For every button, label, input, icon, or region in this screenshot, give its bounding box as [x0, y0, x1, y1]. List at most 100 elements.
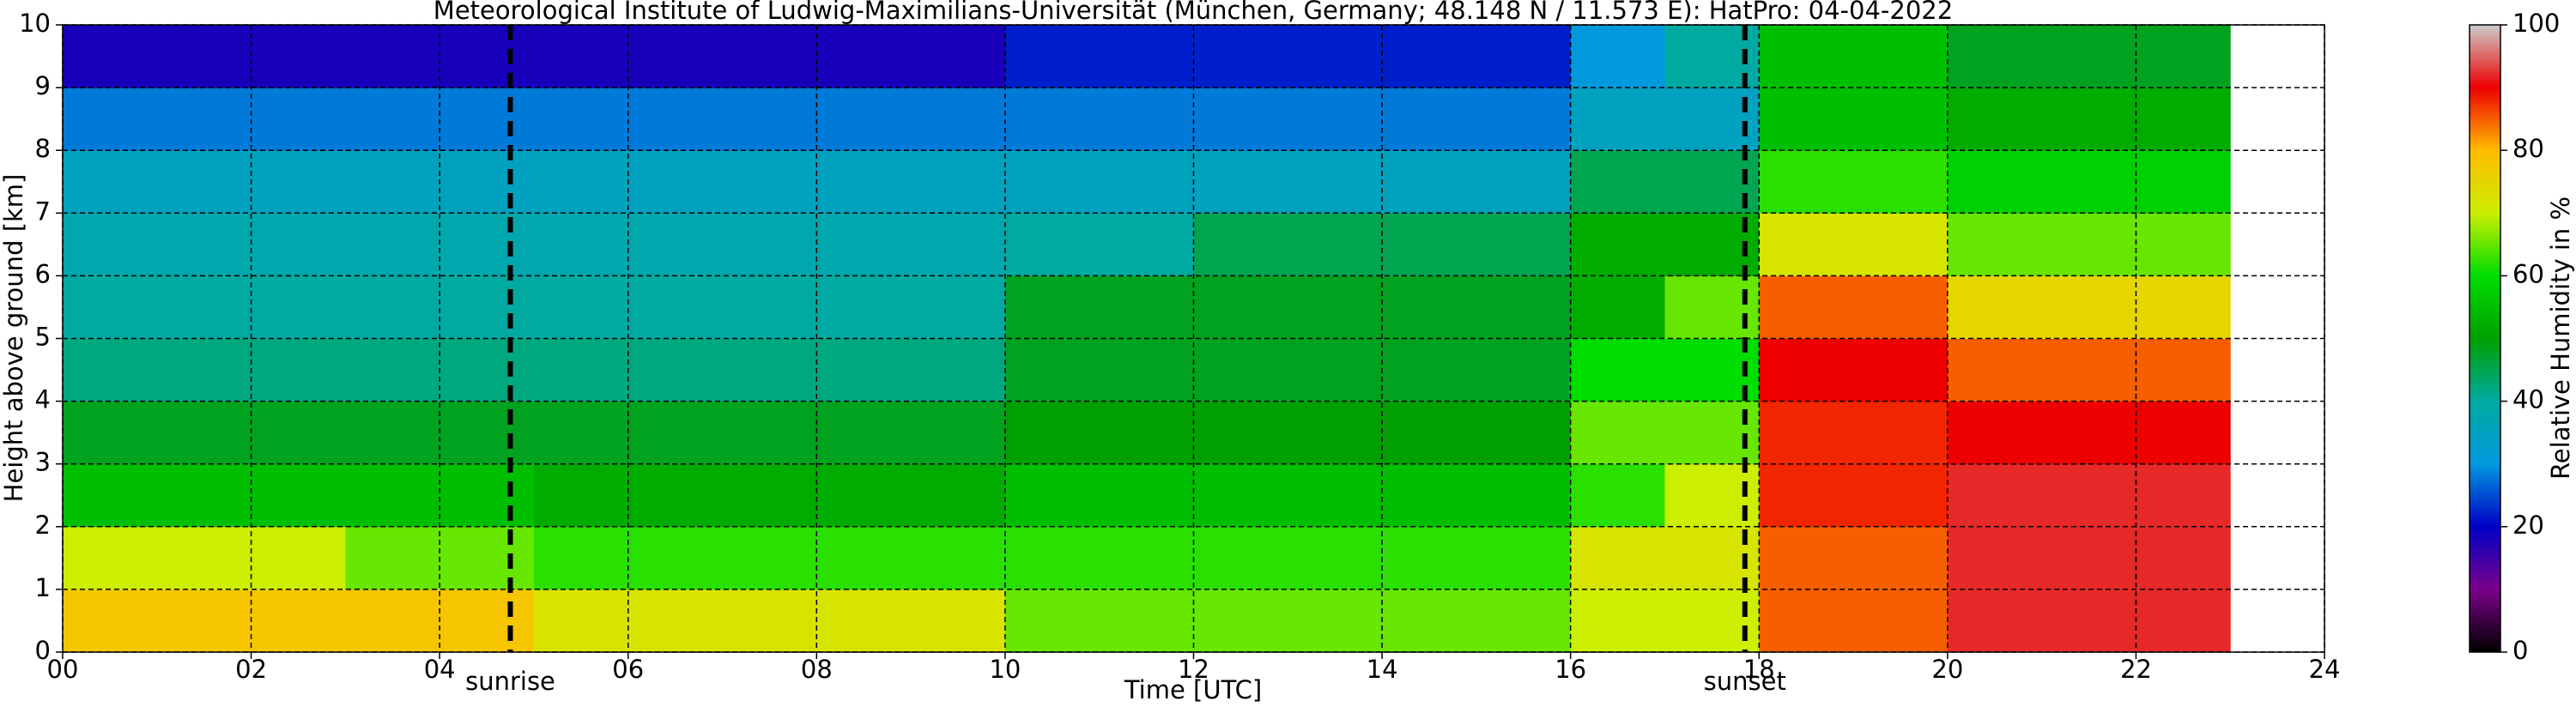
heatmap-cell	[1664, 275, 1760, 339]
colorbar-label: Relative Humidity in %	[2546, 196, 2575, 480]
heatmap-cell	[251, 25, 346, 88]
heatmap-cell	[1193, 150, 1288, 214]
heatmap-cell	[439, 401, 535, 465]
heatmap-cell	[1382, 589, 1477, 653]
x-tick-label: 02	[235, 655, 267, 684]
heatmap-cell	[627, 401, 724, 465]
heatmap-cell	[1570, 150, 1665, 214]
heatmap-cell	[1947, 401, 2043, 465]
heatmap-cell	[1759, 589, 1854, 653]
heatmap-cell	[63, 213, 158, 276]
heatmap-cell	[1288, 88, 1383, 151]
heatmap-cell	[63, 589, 158, 653]
heatmap-cell	[439, 338, 535, 402]
heatmap-cell	[911, 463, 1006, 528]
heatmap-cell	[156, 213, 252, 276]
heatmap-cell	[1476, 463, 1572, 528]
heatmap-cell	[2136, 213, 2231, 276]
heatmap-cell	[2136, 338, 2231, 402]
heatmap-cell	[1382, 338, 1477, 402]
heatmap-cell	[1476, 526, 1572, 590]
heatmap-cell	[911, 401, 1006, 465]
heatmap-cell	[1382, 213, 1477, 276]
heatmap-cell	[156, 338, 252, 402]
heatmap-cell	[345, 589, 440, 653]
heatmap-cell	[1476, 401, 1572, 465]
heatmap-cell	[1853, 150, 1949, 214]
heatmap-cell	[533, 213, 629, 276]
heatmap-cell	[1099, 589, 1194, 653]
heatmap-cell	[1570, 338, 1665, 402]
heatmap-cell	[1288, 275, 1383, 339]
heatmap-cell	[1382, 526, 1477, 590]
heatmap-cell	[1099, 213, 1194, 276]
heatmap-cell	[156, 401, 252, 465]
annotation-label: sunset	[1704, 667, 1786, 696]
heatmap-cell	[1759, 25, 1854, 88]
heatmap-cell	[63, 526, 158, 590]
heatmap-cell	[722, 589, 817, 653]
heatmap-cell	[1947, 338, 2043, 402]
x-tick-label: 08	[801, 655, 833, 684]
heatmap-cell	[1288, 25, 1383, 88]
heatmap-cell	[911, 526, 1006, 590]
x-tick-label: 14	[1367, 655, 1398, 684]
heatmap-cell	[1853, 463, 1949, 528]
heatmap-cell	[1193, 463, 1288, 528]
heatmap-cell	[1004, 589, 1100, 653]
heatmap-cell	[1476, 150, 1572, 214]
heatmap-cell	[911, 275, 1006, 339]
heatmap-cell	[2136, 25, 2231, 88]
heatmap-cell	[911, 150, 1006, 214]
y-tick-label: 10	[19, 9, 51, 38]
heatmap-cell	[1004, 401, 1100, 465]
heatmap-cell	[1570, 401, 1665, 465]
heatmap-cell	[1193, 589, 1288, 653]
heatmap-cell	[1099, 88, 1194, 151]
heatmap-cell	[911, 589, 1006, 653]
heatmap-cell	[439, 463, 535, 528]
heatmap-cell	[1853, 213, 1949, 276]
heatmap-cell	[1947, 88, 2043, 151]
heatmap-cell	[345, 463, 440, 528]
heatmap-cell	[251, 338, 346, 402]
heatmap-cell	[2041, 275, 2137, 339]
heatmap-cell	[1947, 526, 2043, 590]
heatmap-cell	[1947, 275, 2043, 339]
heatmap-cell	[1099, 338, 1194, 402]
y-tick-label: 6	[35, 259, 51, 288]
heatmap-cell	[722, 526, 817, 590]
heatmap-cell	[345, 25, 440, 88]
heatmap-cell	[1382, 88, 1477, 151]
heatmap-cell	[911, 88, 1006, 151]
x-tick-label: 12	[1178, 655, 1209, 684]
colorbar-tick-label: 100	[2512, 9, 2560, 38]
colorbar	[2469, 24, 2501, 653]
heatmap-cell	[533, 150, 629, 214]
heatmap-cell	[816, 338, 912, 402]
y-tick-label: 5	[35, 323, 51, 352]
heatmap-cell	[1004, 150, 1100, 214]
heatmap-cell	[2136, 526, 2231, 590]
y-tick-label: 7	[35, 196, 51, 226]
heatmap-cell	[533, 88, 629, 151]
heatmap-cell	[156, 275, 252, 339]
heatmap-cell	[1004, 25, 1100, 88]
heatmap-cell	[2041, 463, 2137, 528]
heatmap-cell	[911, 338, 1006, 402]
heatmap-cell	[439, 25, 535, 88]
heatmap-cell	[1853, 401, 1949, 465]
heatmap-cell	[156, 589, 252, 653]
colorbar-tick-label: 20	[2512, 511, 2544, 540]
heatmap-cell	[63, 463, 158, 528]
heatmap-cell	[439, 526, 535, 590]
heatmap-cell	[1759, 150, 1854, 214]
heatmap-cell	[1759, 213, 1854, 276]
heatmap-cell	[722, 25, 817, 88]
heatmap-cell	[816, 589, 912, 653]
heatmap-cell	[63, 275, 158, 339]
heatmap-cell	[63, 25, 158, 88]
heatmap-cell	[251, 275, 346, 339]
heatmap-cell	[533, 589, 629, 653]
